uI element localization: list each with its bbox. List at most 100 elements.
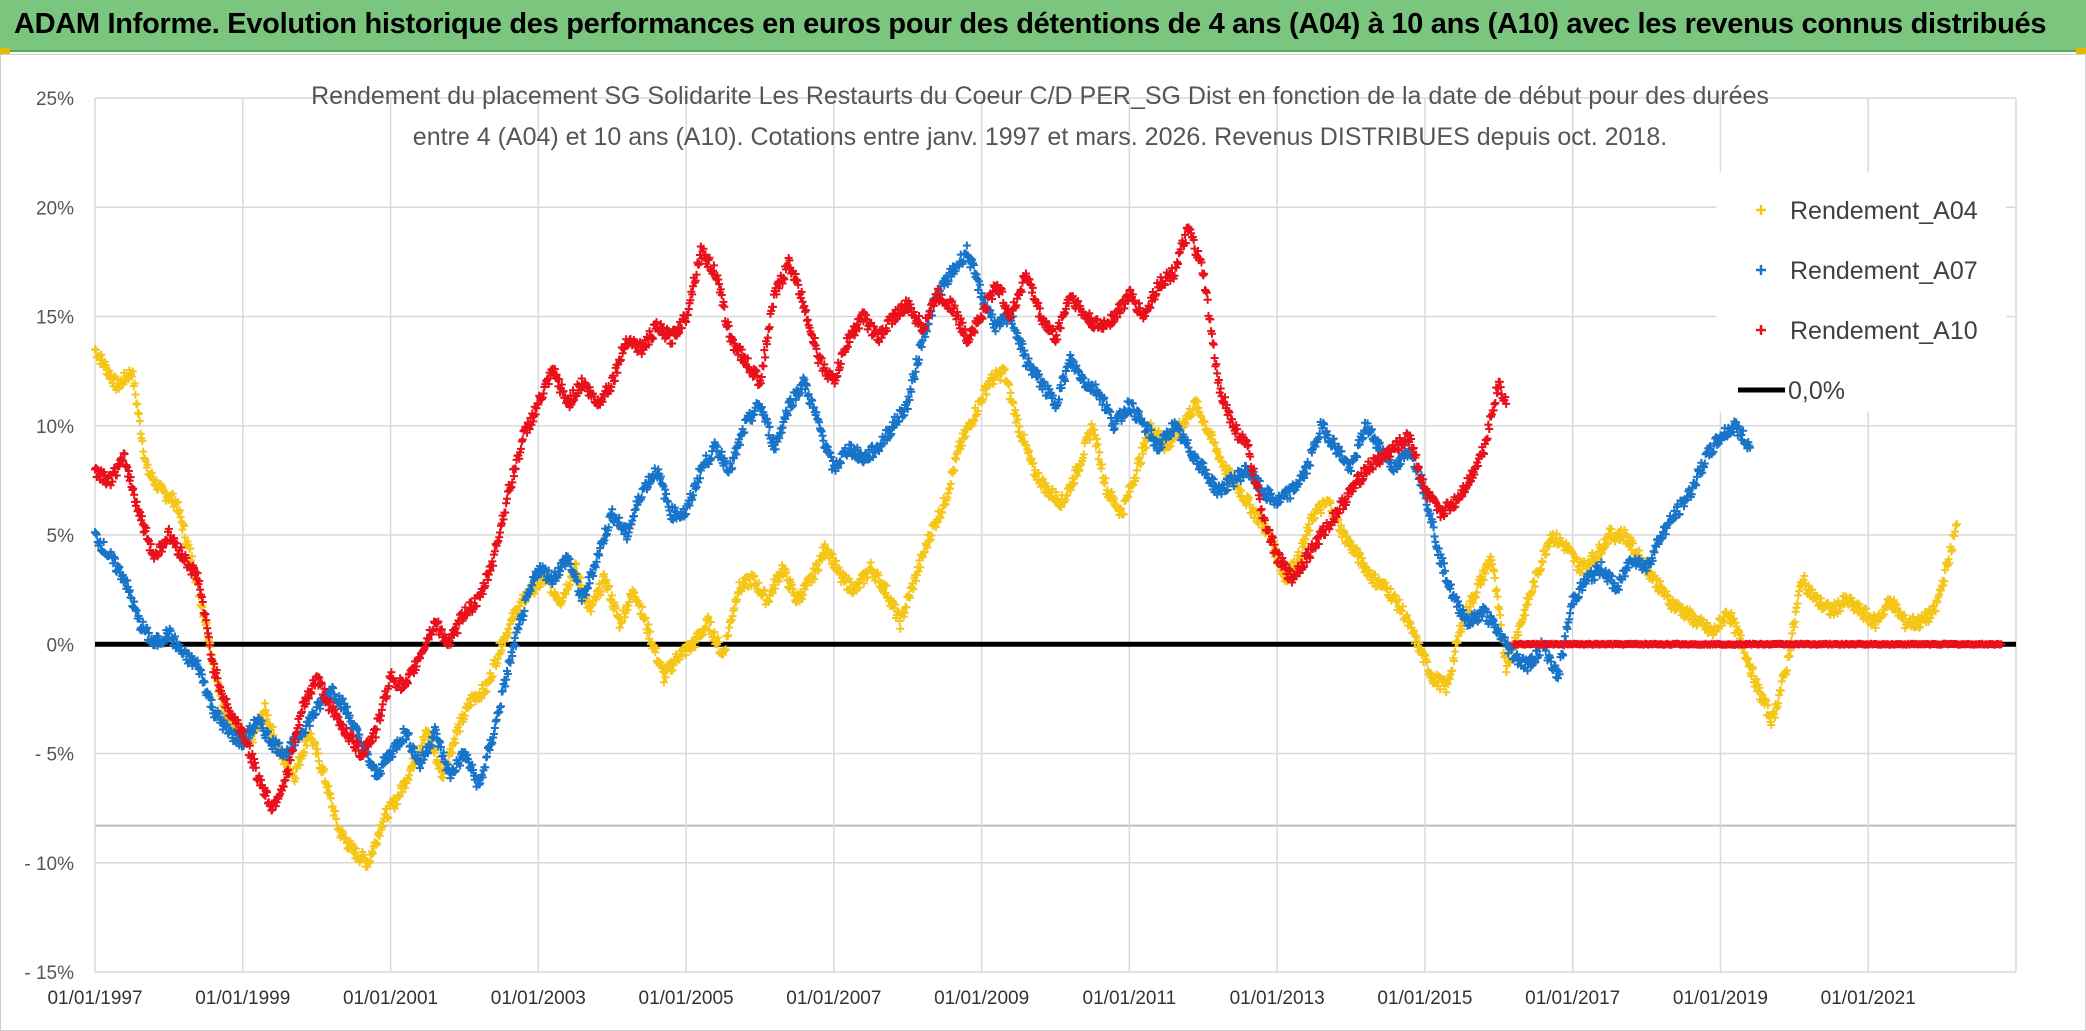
data-point: [1635, 546, 1644, 555]
data-point: [724, 631, 733, 640]
data-point: [1743, 655, 1752, 664]
data-point: [721, 645, 730, 654]
data-point: [92, 530, 101, 539]
data-point: [1793, 599, 1802, 608]
data-point: [1808, 585, 1817, 594]
data-point: [1125, 487, 1134, 496]
data-point: [1124, 492, 1133, 501]
data-point: [456, 761, 465, 770]
data-point: [638, 602, 647, 611]
data-point: [160, 489, 169, 498]
data-point: [1337, 521, 1346, 530]
data-point: [763, 418, 772, 427]
data-point: [1356, 549, 1365, 558]
data-point: [187, 552, 196, 561]
data-point: [101, 361, 110, 370]
data-point: [1514, 631, 1523, 640]
data-point: [375, 831, 384, 840]
data-point: [905, 396, 914, 405]
data-point: [1412, 633, 1421, 642]
data-point: [410, 744, 419, 753]
data-point: [174, 498, 183, 507]
data-point: [1530, 582, 1539, 591]
data-point: [895, 417, 904, 426]
data-point: [905, 593, 914, 602]
data-point: [1900, 610, 1909, 619]
data-point: [802, 381, 811, 390]
data-point: [1862, 604, 1871, 613]
data-point: [331, 807, 340, 816]
data-point: [1386, 585, 1395, 594]
data-point: [746, 581, 755, 590]
data-point: [589, 571, 598, 580]
data-point: [973, 406, 982, 415]
data-point: [882, 581, 891, 590]
data-point: [896, 624, 905, 633]
data-point: [1094, 455, 1103, 464]
data-point: [328, 802, 337, 811]
data-point: [427, 741, 436, 750]
data-point: [300, 747, 309, 756]
data-point: [482, 687, 491, 696]
data-point: [1352, 544, 1361, 553]
data-point: [1747, 671, 1756, 680]
data-point: [1093, 440, 1102, 449]
data-point: [1442, 688, 1451, 697]
data-point: [704, 612, 713, 621]
data-point: [600, 536, 609, 545]
data-point: [1871, 623, 1880, 632]
data-point: [131, 390, 140, 399]
data-point: [597, 587, 606, 596]
data-point: [1364, 566, 1373, 575]
data-point: [373, 839, 382, 848]
data-point: [355, 730, 364, 739]
data-point: [891, 600, 900, 609]
data-point: [618, 617, 627, 626]
data-point: [710, 628, 719, 637]
data-point: [1521, 611, 1530, 620]
data-point: [105, 366, 114, 375]
data-point: [1663, 592, 1672, 601]
data-point: [1450, 657, 1459, 666]
data-point: [154, 632, 163, 641]
data-point: [180, 521, 189, 530]
data-point: [1181, 419, 1190, 428]
data-point: [1054, 395, 1063, 404]
data-point: [1137, 458, 1146, 467]
data-point: [1340, 528, 1349, 537]
data-point: [223, 720, 232, 729]
data-point: [505, 629, 514, 638]
corner-accent-right: [2076, 48, 2086, 54]
data-point: [1317, 508, 1326, 517]
data-point: [506, 658, 515, 667]
data-point: [257, 716, 266, 725]
data-point: [668, 339, 677, 348]
data-point: [135, 417, 144, 426]
data-point: [1952, 520, 1961, 529]
data-point: [439, 748, 448, 757]
data-point: [275, 738, 284, 747]
data-point: [1603, 539, 1612, 548]
data-point: [975, 280, 984, 289]
data-point: [485, 746, 494, 755]
data-point: [907, 387, 916, 396]
data-point: [631, 505, 640, 514]
data-point: [740, 428, 749, 437]
data-point: [923, 543, 932, 552]
data-point: [1562, 539, 1571, 548]
data-point: [592, 595, 601, 604]
data-point: [1629, 539, 1638, 548]
data-point: [384, 813, 393, 822]
data-point: [1453, 638, 1462, 647]
data-point: [754, 578, 763, 587]
data-point: [717, 447, 726, 456]
data-point: [460, 711, 469, 720]
data-point: [1410, 626, 1419, 635]
data-point: [311, 709, 320, 718]
data-point: [1607, 525, 1616, 534]
data-point: [132, 497, 141, 506]
data-point: [130, 379, 139, 388]
data-point: [615, 513, 624, 522]
data-point: [970, 416, 979, 425]
data-point: [1552, 529, 1561, 538]
